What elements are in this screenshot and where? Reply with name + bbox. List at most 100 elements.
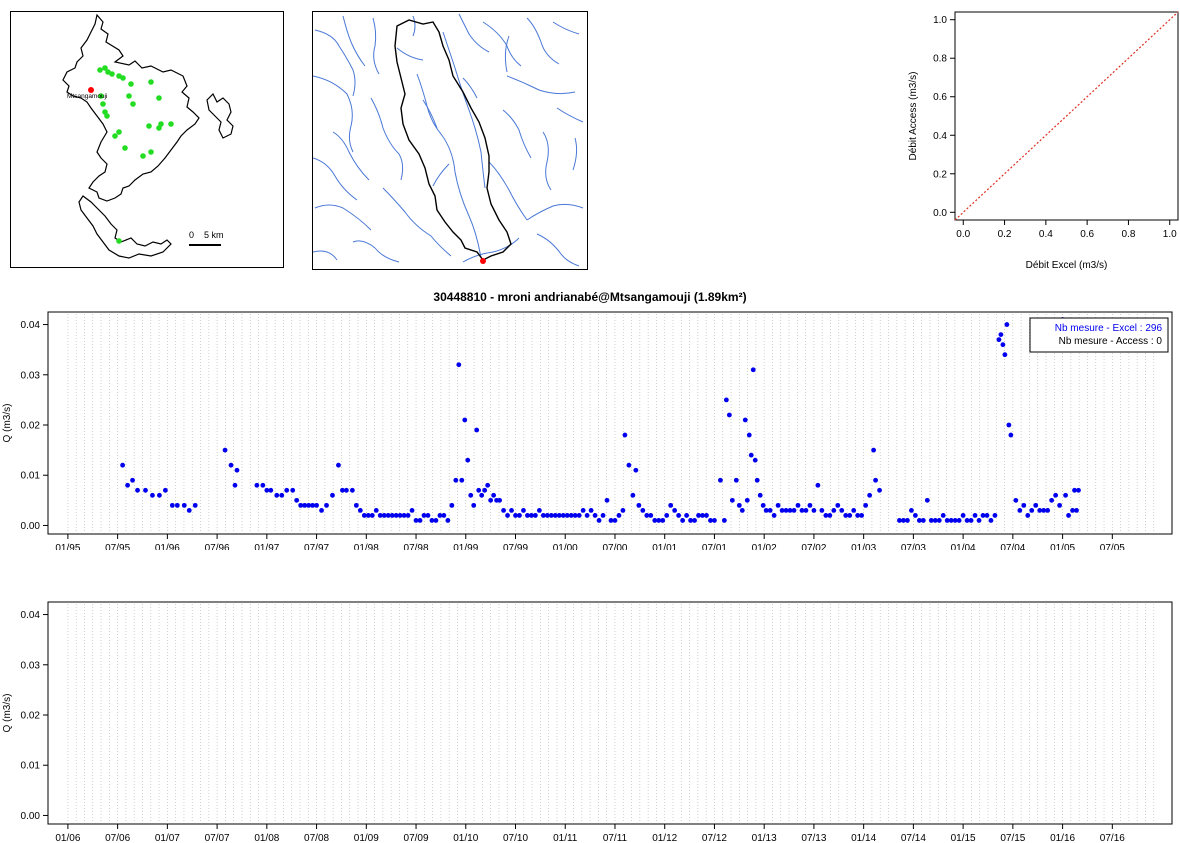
data-point: [476, 487, 482, 493]
data-point: [120, 462, 126, 468]
data-point: [807, 502, 813, 508]
data-point: [568, 513, 574, 518]
data-point: [125, 482, 130, 488]
data-point: [787, 507, 793, 513]
data-point: [712, 518, 717, 523]
data-point: [365, 513, 371, 518]
data-point: [932, 518, 938, 523]
data-point: [181, 502, 187, 508]
data-point: [162, 487, 168, 493]
data-point: [459, 477, 465, 483]
x-tick-label: 01/97: [254, 543, 279, 550]
timeseries-chart-1995-2005: 0.00 0.01 0.02 0.03 0.04 01/95 07/95 01/96 07/96…: [2, 311, 1173, 550]
y-tick-label: 0.04: [21, 610, 41, 621]
x-tick-label: 1.0: [1163, 229, 1177, 240]
data-point: [521, 507, 526, 513]
data-point: [723, 397, 729, 403]
x-tick-label: 07/98: [404, 543, 429, 550]
x-tick-label: 01/98: [354, 543, 379, 550]
rivers: [313, 13, 584, 267]
data-point: [626, 462, 632, 468]
plot-frame: [47, 311, 1173, 535]
basin-map-panel: [312, 11, 588, 270]
data-point: [1074, 507, 1079, 513]
data-point: [1004, 322, 1010, 327]
data-point: [417, 518, 423, 523]
data-point: [924, 497, 930, 503]
x-tick-label: 01/01: [652, 543, 677, 550]
data-point: [298, 502, 304, 508]
data-point: [462, 417, 468, 423]
petite-terre-outline: [206, 92, 234, 139]
y-tick-label: 0.00: [21, 811, 41, 822]
data-point: [867, 492, 873, 498]
data-point: [397, 513, 403, 518]
data-point: [465, 457, 471, 463]
data-point: [708, 518, 713, 523]
data-point: [441, 513, 447, 518]
x-tick-label: 07/16: [1100, 833, 1125, 843]
data-point: [616, 513, 622, 518]
data-point: [839, 507, 845, 513]
y-tick-label: 0.8: [933, 54, 947, 65]
data-point: [468, 492, 474, 498]
station-label: Mtsangamouji: [67, 93, 107, 100]
data-point: [746, 432, 752, 438]
data-point: [456, 362, 462, 368]
x-tick-label: 0.4: [1039, 229, 1053, 240]
data-point: [873, 477, 878, 483]
data-point: [330, 492, 335, 498]
data-point: [279, 492, 285, 498]
y-tick-label: 0.0: [933, 208, 947, 219]
data-point: [1002, 352, 1008, 358]
x-tick-label: 01/02: [752, 543, 777, 550]
x-tick-label: 07/09: [404, 833, 429, 843]
data-point: [588, 507, 594, 513]
data-point: [992, 513, 998, 518]
data-point: [779, 507, 785, 513]
data-point: [988, 518, 994, 523]
x-tick-label: 01/04: [951, 543, 976, 550]
data-point: [385, 513, 391, 518]
x-tick-label: 07/05: [1100, 543, 1125, 550]
data-point: [532, 513, 538, 518]
data-point: [652, 518, 658, 523]
plot-frame: [47, 601, 1173, 825]
data-point: [696, 513, 701, 518]
data-point: [509, 507, 514, 513]
data-point: [228, 462, 234, 468]
data-point: [835, 502, 841, 508]
data-point: [750, 367, 756, 373]
data-point: [576, 513, 582, 518]
data-point: [157, 492, 162, 498]
x-tick-label: 01/15: [951, 833, 976, 843]
data-point: [324, 502, 329, 508]
data-point: [479, 492, 485, 498]
data-point: [940, 513, 946, 518]
overview-map-panel: Mtsangamouji 0 5 km: [10, 11, 284, 268]
data-point: [644, 513, 650, 518]
x-tick-label: 01/11: [553, 833, 578, 843]
y-tick-label: 1.0: [933, 15, 947, 26]
data-point: [1037, 507, 1043, 513]
data-point: [847, 513, 853, 518]
data-point: [491, 492, 497, 498]
data-point: [1063, 492, 1068, 498]
data-point: [791, 507, 797, 513]
data-point: [1029, 507, 1035, 513]
data-point: [692, 518, 697, 523]
legend: Nb mesure - Excel : 296 Nb mesure - Acces…: [1029, 317, 1169, 353]
x-tick-label: 07/00: [602, 543, 627, 550]
data-point: [143, 487, 148, 493]
data-point: [429, 518, 435, 523]
data-point: [664, 513, 670, 518]
data-point: [232, 482, 238, 488]
data-point: [944, 518, 950, 523]
data-point: [771, 513, 777, 518]
data-point: [453, 477, 459, 483]
y-tick-label: 0.02: [21, 421, 41, 432]
x-tick-label: 07/04: [1000, 543, 1025, 550]
grid-lines: [67, 604, 1155, 822]
data-point: [580, 507, 586, 513]
data-point: [474, 427, 480, 433]
